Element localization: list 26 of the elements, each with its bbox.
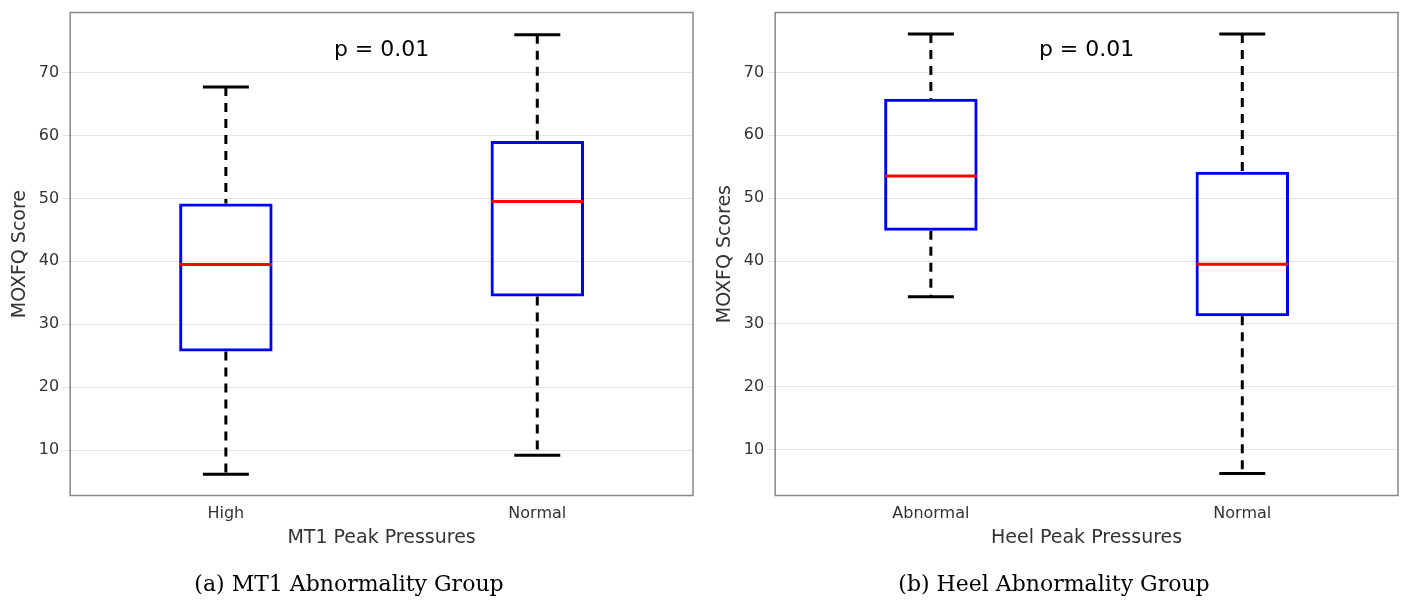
y-tick-label: 70 [743,61,765,81]
y-tick-label: 40 [743,250,765,270]
y-tick-label: 60 [743,124,765,144]
annotation: p = 0.01 [333,36,430,62]
annotation: p = 0.01 [1038,36,1135,62]
y-axis-title: MOXFQ Scores [712,185,735,324]
text: (a) MT1 Abnormality Group [194,570,504,596]
x-axis-title: MT1 Peak Pressures [287,525,476,548]
y-tick-label: 60 [38,124,60,144]
x-tick-label: Normal [1213,503,1272,523]
y-tick-label: 40 [38,250,60,270]
text: (b) Heel Abnormality Group [898,570,1210,596]
y-tick-label: 50 [38,187,60,207]
y-tick-label: 50 [743,187,765,207]
y-tick-label: 10 [743,438,765,458]
y-tick-label: 20 [38,376,60,396]
y-tick-label: 70 [38,61,60,81]
x-tick-label: Normal [508,503,567,523]
y-axis-title: MOXFQ Score [7,189,30,319]
x-tick-label: High [207,503,245,523]
y-tick-label: 30 [743,313,765,333]
y-tick-label: 30 [38,313,60,333]
y-tick-label: 20 [743,375,765,395]
x-tick-label: Abnormal [892,503,970,523]
x-axis-title: Heel Peak Pressures [990,525,1183,548]
y-tick-label: 10 [38,439,60,459]
